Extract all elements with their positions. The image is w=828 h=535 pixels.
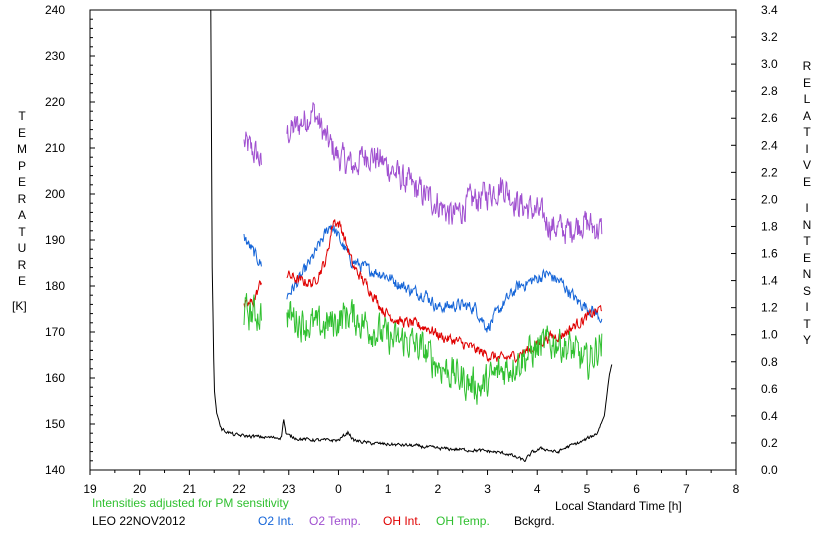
right-axis-letter: I bbox=[805, 141, 809, 156]
left-axis-letter: R bbox=[17, 191, 27, 206]
x-axis-ticks: 19 20 21 22 23 0 1 2 3 4 5 6 7 8 bbox=[83, 470, 740, 496]
legend-o2-temp: O2 Temp. bbox=[309, 514, 361, 528]
plot-frame bbox=[89, 9, 737, 471]
series-line-o2int bbox=[243, 224, 603, 333]
legend-oh-int: OH Int. bbox=[383, 514, 422, 528]
right-axis-letter: R bbox=[802, 59, 812, 73]
right-axis-letter: I bbox=[805, 300, 809, 314]
right-tick-label: 0.0 bbox=[761, 463, 778, 477]
left-axis-letter: P bbox=[17, 158, 26, 173]
right-tick-label: 2.4 bbox=[761, 138, 778, 152]
right-axis-letter: N bbox=[802, 267, 812, 281]
series-group bbox=[210, 9, 613, 462]
x-tick-label: 3 bbox=[484, 482, 491, 496]
x-axis-label: Local Standard Time [h] bbox=[555, 499, 682, 513]
right-tick-label: 1.2 bbox=[761, 301, 778, 315]
x-tick-label: 4 bbox=[534, 482, 541, 496]
right-axis-letter: T bbox=[803, 316, 811, 331]
left-tick-label: 220 bbox=[45, 95, 65, 109]
left-tick-label: 190 bbox=[45, 233, 65, 247]
series-line-o2temp bbox=[243, 102, 603, 245]
right-axis-letter: A bbox=[802, 108, 811, 123]
x-tick-label: 20 bbox=[133, 482, 147, 496]
x-tick-label: 5 bbox=[584, 482, 591, 496]
right-axis-letter: T bbox=[803, 125, 811, 139]
right-tick-label: 0.8 bbox=[761, 355, 778, 369]
left-axis-letter: E bbox=[17, 175, 26, 189]
right-axis-letter: E bbox=[802, 174, 811, 189]
right-tick-label: 1.8 bbox=[761, 219, 778, 233]
left-axis-unit: [K] bbox=[12, 299, 27, 313]
legend-bckgrd: Bckgrd. bbox=[514, 514, 555, 528]
x-tick-label: 19 bbox=[83, 482, 97, 496]
left-axis-letter: E bbox=[17, 274, 26, 288]
left-axis-letter: A bbox=[17, 208, 26, 222]
x-tick-label: 2 bbox=[435, 482, 442, 496]
left-axis-letter: T bbox=[18, 224, 26, 239]
series-line-ohtemp bbox=[243, 293, 603, 405]
left-axis-letter: E bbox=[17, 125, 26, 140]
left-axis-letter: M bbox=[17, 142, 27, 156]
x-tick-label: 1 bbox=[385, 482, 392, 496]
right-tick-label: 3.4 bbox=[761, 3, 778, 17]
right-tick-label: 2.0 bbox=[761, 192, 778, 206]
right-tick-label: 0.4 bbox=[761, 409, 778, 423]
right-axis-ticks: 0.0 0.2 0.4 0.6 0.8 1.0 1.2 1.4 1.6 1.8 2.0 2.2 2.4 2… bbox=[731, 3, 778, 477]
left-tick-label: 200 bbox=[45, 187, 65, 201]
right-tick-label: 0.2 bbox=[761, 436, 778, 450]
x-tick-label: 6 bbox=[633, 482, 640, 496]
right-tick-label: 1.4 bbox=[761, 274, 778, 288]
right-axis-letter: V bbox=[802, 158, 811, 172]
right-axis-letter: S bbox=[802, 283, 811, 298]
series-line-bckgrd bbox=[210, 9, 613, 462]
left-tick-label: 180 bbox=[45, 279, 65, 293]
left-tick-label: 170 bbox=[45, 325, 65, 339]
left-axis-letter: R bbox=[17, 257, 27, 272]
right-tick-label: 1.6 bbox=[761, 247, 778, 261]
right-tick-label: 3.0 bbox=[761, 57, 778, 71]
right-axis-letter: E bbox=[802, 75, 811, 90]
left-tick-label: 230 bbox=[45, 49, 65, 63]
right-axis-letter: E bbox=[802, 250, 811, 265]
right-tick-label: 2.8 bbox=[761, 84, 778, 98]
left-axis-letter: U bbox=[17, 241, 27, 255]
x-tick-label: 8 bbox=[733, 482, 740, 496]
right-axis-letter: T bbox=[803, 234, 811, 248]
station-date-label: LEO 22NOV2012 bbox=[92, 514, 186, 528]
left-axis-ticks: 140 150 160 170 180 190 200 210 220 230 240 bbox=[45, 3, 95, 477]
right-axis-letter: N bbox=[802, 217, 812, 232]
x-tick-label: 0 bbox=[335, 482, 342, 496]
left-tick-label: 150 bbox=[45, 417, 65, 431]
x-tick-label: 7 bbox=[683, 482, 690, 496]
right-tick-label: 0.6 bbox=[761, 382, 778, 396]
left-axis-letter: T bbox=[18, 109, 26, 123]
right-tick-label: 2.6 bbox=[761, 111, 778, 125]
left-tick-label: 240 bbox=[45, 3, 65, 17]
left-tick-label: 140 bbox=[45, 463, 65, 477]
x-tick-label: 21 bbox=[183, 482, 197, 496]
right-axis-letter: L bbox=[803, 92, 811, 106]
legend-o2-int: O2 Int. bbox=[258, 514, 295, 528]
right-tick-label: 3.2 bbox=[761, 30, 778, 44]
x-tick-label: 22 bbox=[232, 482, 246, 496]
right-tick-label: 2.2 bbox=[761, 165, 778, 179]
left-tick-label: 210 bbox=[45, 141, 65, 155]
left-tick-label: 160 bbox=[45, 371, 65, 385]
x-tick-label: 23 bbox=[282, 482, 296, 496]
right-axis-letter: I bbox=[805, 201, 809, 215]
pm-sensitivity-note: Intensities adjusted for PM sensitivity bbox=[92, 496, 289, 510]
right-axis-letter: Y bbox=[802, 333, 811, 347]
right-tick-label: 1.0 bbox=[761, 328, 778, 342]
legend-oh-temp: OH Temp. bbox=[436, 514, 490, 528]
